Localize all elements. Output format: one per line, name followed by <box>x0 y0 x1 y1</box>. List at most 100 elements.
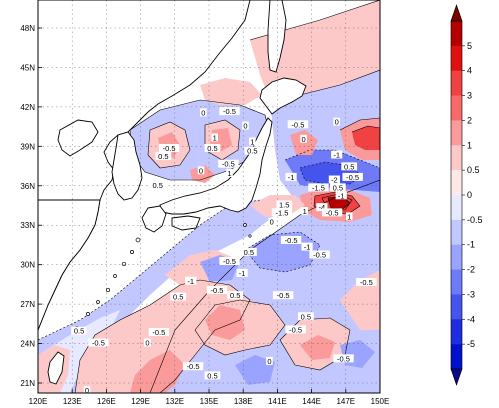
contour-label-bg <box>316 203 328 212</box>
land-masses <box>38 0 307 385</box>
contour-label: -0.5 <box>277 291 290 300</box>
contour-label-bg <box>298 312 314 321</box>
colorbar-label: 0 <box>467 190 472 200</box>
land-taiwan <box>47 351 65 385</box>
colorbar-segment <box>451 145 462 171</box>
colorbar-segment <box>451 120 462 146</box>
land-japan-hokkaido <box>259 77 307 115</box>
contour-label-bg <box>148 328 170 337</box>
contour-label-bg <box>218 159 239 168</box>
colorbar-label: 1 <box>467 140 472 150</box>
contour-label-bg <box>301 207 309 216</box>
colorbar-segment <box>451 344 462 370</box>
contour-label: -0.5 <box>163 144 176 153</box>
colorbar-segment <box>451 219 462 246</box>
colorbar-segment <box>451 170 462 196</box>
colorbar-label: -1 <box>467 240 475 250</box>
contour-label: -0.5 <box>285 236 298 245</box>
contour-label-bg <box>266 356 273 365</box>
anomaly-region-japansea-pink-north <box>200 78 262 105</box>
contour-label-bg <box>170 292 187 301</box>
contour-label-bg <box>197 166 205 175</box>
contour-label-bg <box>309 250 330 259</box>
contour-label-bg <box>285 172 297 181</box>
contour-label-bg <box>342 172 363 181</box>
contour-label: 0 <box>270 218 274 227</box>
contour-label: -0.5 <box>187 362 200 371</box>
contour-label-bg <box>211 133 218 142</box>
land-korea <box>111 131 143 201</box>
contour-label-bg <box>329 183 346 192</box>
contour-label: 0.5 <box>173 293 183 302</box>
contour-label-bg <box>335 191 347 200</box>
land-japan-kyushu <box>141 205 167 233</box>
colorbar-label: 3 <box>467 91 472 101</box>
contour-label: -0.5 <box>223 257 236 266</box>
contour-label: -0.5 <box>223 107 236 116</box>
lon-tick-label: 135E <box>200 397 219 406</box>
contour-label-bg <box>321 208 343 217</box>
lon-tick-label: 120E <box>29 397 48 406</box>
contour-label: 0.5 <box>244 248 254 257</box>
land-japan-honshu <box>159 117 273 215</box>
contour-label: 1 <box>213 133 217 142</box>
contour-label: -4 <box>319 203 326 212</box>
contour-label-bg <box>341 162 358 171</box>
contour-label-bg <box>219 257 240 266</box>
contour-label: 0.5 <box>74 327 84 336</box>
contour-label-bg <box>287 120 309 129</box>
lat-tick-label: 30N <box>20 261 35 270</box>
contour-label: -0.5 <box>222 160 235 169</box>
land-bohai-cutout <box>57 119 99 157</box>
contour-label-bg <box>149 180 166 189</box>
contour-label: -1 <box>304 243 311 252</box>
contour-label: 1 <box>250 137 254 146</box>
contour-label-bg <box>204 143 221 152</box>
land-china-southeast <box>38 199 101 331</box>
anomaly-region-ne-red1-core <box>352 126 380 150</box>
contour-label-bg <box>276 200 293 209</box>
colorbar-segment <box>451 95 462 121</box>
contour-label: 1 <box>227 169 231 178</box>
contour-label-bg <box>285 325 306 334</box>
lat-tick-label: 36N <box>20 182 35 191</box>
contour-label-bg <box>301 242 313 251</box>
lat-tick-label: 42N <box>20 103 35 112</box>
contour-label: 0 <box>201 108 205 117</box>
contour-label: -0.5 <box>313 250 326 259</box>
contour-label: -0.5 <box>92 339 105 348</box>
contour-label: 0.5 <box>301 312 311 321</box>
contour-label: 0 <box>199 166 203 175</box>
contour-label-bg <box>206 285 228 294</box>
contour-labels: 0.50.5-0.50 -0.50.510 1-0.50.510 -0.5 00-10.… <box>71 107 377 393</box>
colorbar-label: 2 <box>467 115 472 125</box>
colorbar-segment <box>451 294 462 320</box>
colorbar-segment <box>451 45 462 72</box>
colorbar-segment <box>451 195 462 221</box>
contour-label: 0.5 <box>158 152 168 161</box>
colorbar-label: 4 <box>467 66 472 76</box>
colorbar-segment <box>451 244 462 270</box>
contour-label: 1 <box>303 207 307 216</box>
contour-label-bg <box>272 291 294 300</box>
longitude-axis: 120E 123E 126E 129E 132E 135E 138E 141E 144E 147E… <box>29 389 389 406</box>
contour-label: 0 <box>145 339 149 348</box>
contour-label-bg <box>83 385 91 393</box>
lon-tick-label: 132E <box>165 397 184 406</box>
gridlines <box>38 0 380 393</box>
contour-label-bg <box>244 146 261 155</box>
anomaly-region-red-south3 <box>300 335 335 360</box>
colorbar-segment <box>451 21 462 47</box>
contour-label: 0.5 <box>333 183 343 192</box>
contour-label: 0 <box>243 122 247 131</box>
contour-label-bg <box>308 183 329 192</box>
latitude-axis: 48N 45N 42N 39N 36N 33N 30N 27N 24N 21N <box>20 24 42 388</box>
contour-label-bg <box>219 107 240 116</box>
contour-label: -1.5 <box>312 183 325 192</box>
contour-label-bg <box>242 121 249 130</box>
contour-label-bg <box>200 108 207 117</box>
lon-tick-label: 126E <box>97 397 116 406</box>
contour-label-bg <box>249 137 256 146</box>
lat-tick-label: 48N <box>20 24 35 33</box>
contour-label-bg <box>328 175 340 184</box>
